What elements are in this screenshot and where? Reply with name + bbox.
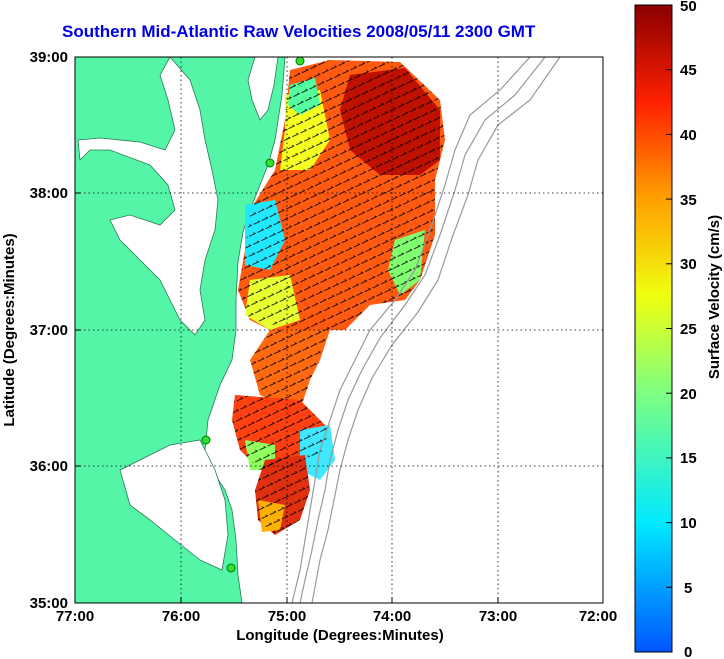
y-tick-label: 38:00 xyxy=(30,185,68,202)
map-title: Southern Mid-Atlantic Raw Velocities 200… xyxy=(62,22,536,41)
colorbar-tick: 50 xyxy=(680,0,697,15)
y-tick-label: 39:00 xyxy=(30,49,68,66)
colorbar-label: Surface Velocity (cm/s) xyxy=(706,215,723,379)
x-tick-label: 76:00 xyxy=(162,608,200,625)
grid-lines xyxy=(75,57,603,603)
y-tick-label: 36:00 xyxy=(30,458,68,475)
colorbar-tick: 15 xyxy=(680,450,697,467)
colorbar-tick: 20 xyxy=(680,386,697,403)
colorbar-tick: 25 xyxy=(680,321,697,338)
x-tick-label: 72:00 xyxy=(579,608,617,625)
x-axis: 77:00 76:00 75:00 74:00 73:00 72:00 Long… xyxy=(56,597,617,644)
colorbar-tick: 35 xyxy=(680,192,697,209)
colorbar-tick: 30 xyxy=(680,256,697,273)
colorbar-tick: 5 xyxy=(684,580,692,597)
y-axis-label: Latitude (Degrees:Minutes) xyxy=(1,233,18,426)
colorbar-gradient xyxy=(634,4,673,653)
x-tick-label: 73:00 xyxy=(479,608,517,625)
y-tick-label: 35:00 xyxy=(30,595,68,612)
colorbar: 50 45 40 35 30 25 20 15 10 5 0 Surface V… xyxy=(634,0,723,659)
pamlico-sound xyxy=(119,439,229,571)
map-plot-area xyxy=(74,56,604,604)
y-axis: 39:00 38:00 37:00 36:00 35:00 Latitude (… xyxy=(1,49,81,612)
colorbar-tick: 45 xyxy=(680,62,697,79)
colorbar-tick: 0 xyxy=(684,644,692,659)
radar-stations xyxy=(201,57,305,573)
chesapeake-bay xyxy=(77,57,219,336)
x-tick-label: 77:00 xyxy=(56,608,94,625)
colorbar-tick: 10 xyxy=(680,515,697,532)
x-axis-label: Longitude (Degrees:Minutes) xyxy=(236,627,444,644)
colorbar-tick: 40 xyxy=(680,127,697,144)
y-tick-label: 37:00 xyxy=(30,322,68,339)
delaware-bay xyxy=(247,57,279,121)
x-tick-label: 75:00 xyxy=(268,608,306,625)
x-tick-label: 74:00 xyxy=(373,608,411,625)
